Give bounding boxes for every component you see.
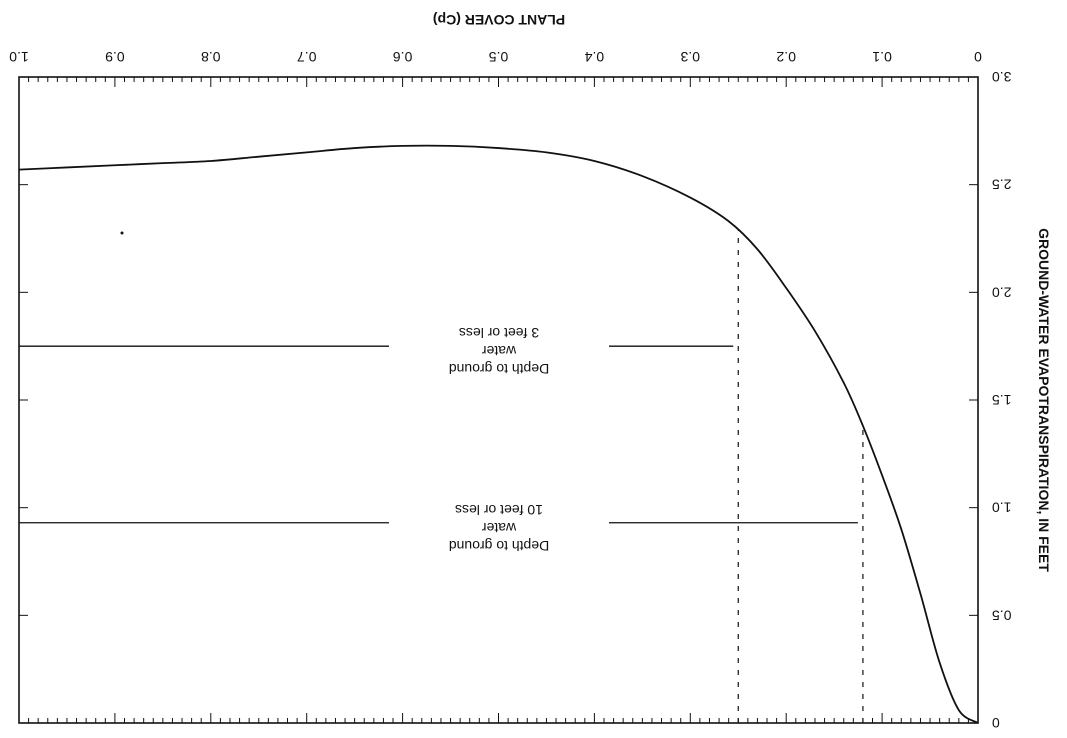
x-tick-label: 0.8 <box>201 49 221 65</box>
x-tick-label: 0.6 <box>393 49 413 65</box>
x-tick-label: 0.4 <box>584 49 604 65</box>
x-tick-label: 0.1 <box>872 49 892 65</box>
plot-frame <box>18 76 979 724</box>
y-tick-label: 2.5 <box>992 177 1012 193</box>
minor-ticks <box>18 77 979 723</box>
y-tick-label: 2.0 <box>992 284 1012 300</box>
annotation-text: water <box>482 343 518 359</box>
x-tick-label: 1.0 <box>9 49 29 65</box>
y-axis-label: GROUND-WATER EVAPOTRANSPIRATION, IN FEET <box>1036 228 1052 572</box>
y-tick-label: 1.5 <box>992 392 1012 408</box>
annotation-text: water <box>482 520 518 536</box>
speck-mark <box>120 231 124 235</box>
x-tick-label: 0.9 <box>105 49 125 65</box>
x-tick-labels: 0 0.1 0.2 0.3 0.4 0.5 0.6 0.7 0.8 0.9 1.0 <box>9 49 982 65</box>
annotation-text: Depth to ground <box>449 361 549 377</box>
chart-body: 0 0.1 0.2 0.3 0.4 0.5 0.6 0.7 0.8 0.9 1.0 0 0.5 1.0 1… <box>9 12 1052 731</box>
x-tick-label: 0.7 <box>297 49 317 65</box>
annotation-text: 10 feet or less <box>455 502 543 518</box>
x-tick-label: 0 <box>974 49 982 65</box>
x-tick-label: 0.2 <box>776 49 796 65</box>
series-line <box>18 144 979 724</box>
x-tick-label: 0.5 <box>489 49 509 65</box>
y-tick-label: 3.0 <box>992 69 1012 85</box>
annotation-text: 3 feet or less <box>459 325 539 341</box>
x-tick-label: 0.3 <box>680 49 700 65</box>
y-tick-label: 0 <box>992 715 1000 731</box>
annotation-text: Depth to ground <box>449 538 549 554</box>
y-tick-labels: 0 0.5 1.0 1.5 2.0 2.5 3.0 <box>992 69 1012 731</box>
x-axis-label: PLANT COVER (Cp) <box>433 12 565 28</box>
y-tick-label: 1.0 <box>992 500 1012 516</box>
annotations: Depth to ground water 10 feet or less Depth… <box>19 230 864 723</box>
major-ticks <box>19 76 978 724</box>
y-tick-label: 0.5 <box>992 607 1012 623</box>
